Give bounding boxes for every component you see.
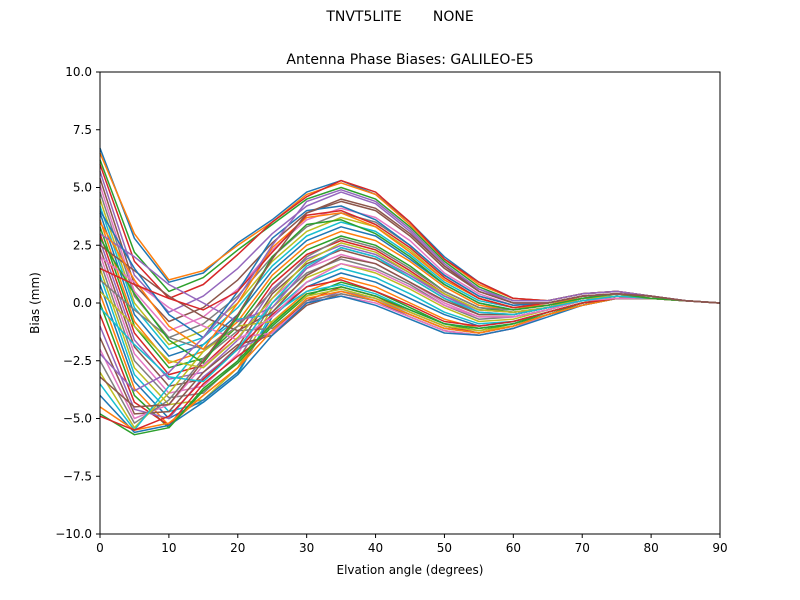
series-line xyxy=(99,152,721,304)
x-tick-label: 90 xyxy=(712,541,727,555)
series-line xyxy=(99,198,721,346)
x-tick-label: 30 xyxy=(299,541,314,555)
series-line xyxy=(99,205,721,339)
y-tick-label: 5.0 xyxy=(73,181,92,195)
x-tick-label: 70 xyxy=(575,541,590,555)
y-tick-label: −2.5 xyxy=(63,354,92,368)
y-tick-label: −5.0 xyxy=(63,412,92,426)
y-tick-label: 10.0 xyxy=(65,65,92,79)
y-tick-label: 7.5 xyxy=(73,123,92,137)
series-line xyxy=(99,184,721,332)
x-tick-label: 50 xyxy=(437,541,452,555)
y-tick-label: 2.5 xyxy=(73,238,92,252)
x-tick-label: 60 xyxy=(506,541,521,555)
figure-suptitle: TNVT5LITE NONE xyxy=(326,9,474,25)
y-tick-label: −10.0 xyxy=(55,527,92,541)
series-line xyxy=(99,191,721,339)
series-line xyxy=(99,147,721,304)
series-lines xyxy=(99,147,721,436)
x-axis: 0 10 20 30 40 50 60 70 80 90 xyxy=(96,534,728,555)
series-line xyxy=(99,246,721,383)
x-tick-label: 80 xyxy=(643,541,658,555)
series-line xyxy=(99,256,721,341)
y-tick-label: −7.5 xyxy=(63,469,92,483)
x-tick-label: 20 xyxy=(230,541,245,555)
x-axis-label: Elvation angle (degrees) xyxy=(337,563,484,577)
y-axis: −10.0 −7.5 −5.0 −2.5 0.0 2.5 5.0 7.5 10.0 xyxy=(55,65,100,541)
y-tick-label: 0.0 xyxy=(73,296,92,310)
x-tick-label: 0 xyxy=(96,541,104,555)
chart-title: Antenna Phase Biases: GALILEO-E5 xyxy=(286,52,533,68)
series-line xyxy=(99,171,721,313)
x-tick-label: 40 xyxy=(368,541,383,555)
series-line xyxy=(99,198,721,408)
y-axis-label: Bias (mm) xyxy=(28,272,42,334)
x-tick-label: 10 xyxy=(161,541,176,555)
